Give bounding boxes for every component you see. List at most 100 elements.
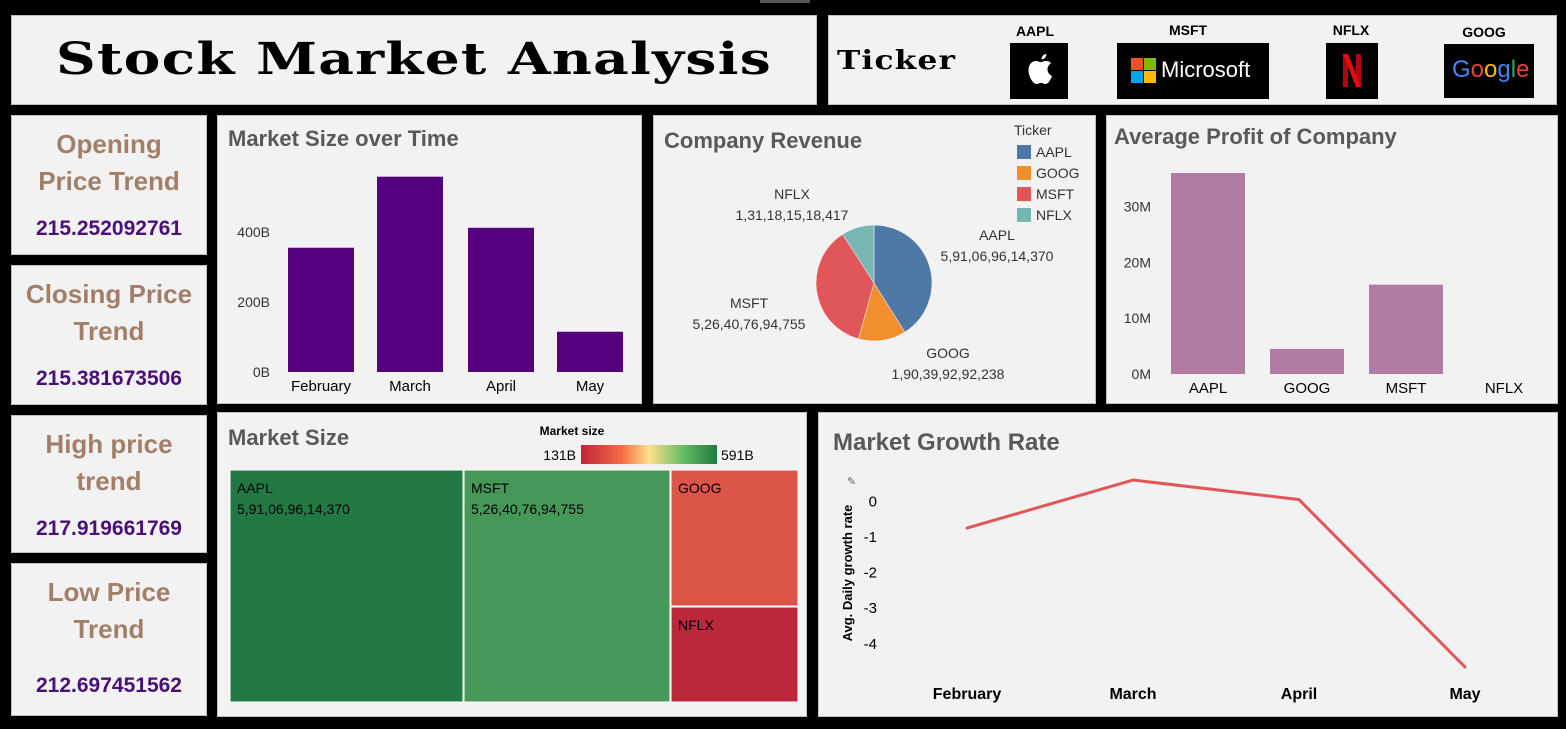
cell-value-label: 5,91,06,96,14,370 [237,501,350,517]
y-tick-label: 400B [237,224,270,240]
x-tick-label: March [1109,686,1156,703]
ticker-label: Ticker [837,46,957,76]
y-tick-label: 10M [1124,310,1151,326]
slice-name-label: GOOG [926,345,970,361]
line-point-may[interactable] [1463,665,1467,669]
kpi-opening-price: Opening Price Trend 215.252092761 [11,115,207,255]
company-revenue-panel: Company Revenue AAPL 5,91,06,96,14,370 GOO… [653,115,1096,404]
x-tick-label: May [576,378,605,395]
legend-swatch-aapl[interactable] [1017,145,1031,159]
market-size-panel: Market Size Market size 131B 591B AAPL 5,91,… [217,412,807,717]
y-tick-label: -1 [864,529,877,546]
kpi-label: Opening Price Trend [38,129,180,196]
y-tick-label: 200B [237,294,270,310]
legend-title: Ticker [1014,122,1052,138]
x-tick-label: MSFT [1386,380,1427,397]
cell-value-label: 5,26,40,76,94,755 [471,501,584,517]
line-point-april[interactable] [1297,498,1301,502]
cell-name-label: MSFT [471,480,510,496]
y-tick-label: 0 [869,493,877,510]
legend-label: AAPL [1036,144,1072,160]
average-profit-panel: Average Profit of Company 0M 10M 20M 30M AAP… [1106,115,1558,404]
ticker-logo-goog[interactable]: Google [1444,44,1534,98]
legend-swatch-nflx[interactable] [1017,208,1031,222]
slice-value-label: 5,91,06,96,14,370 [941,248,1054,264]
average-profit-chart: 0M 10M 20M 30M AAPL GOOG MSFT NFLX [1124,173,1523,397]
pin-icon[interactable]: ✎ [847,476,856,488]
slice-value-label: 1,90,39,92,92,238 [892,366,1005,382]
x-tick-label: March [389,378,431,395]
market-growth-rate-chart: 0 -1 -2 -3 -4 Avg. Daily growth rate ✎ February… [840,476,1481,703]
bar-may[interactable] [557,331,623,372]
chart-title: Market Size [228,425,350,450]
bar-february[interactable] [288,247,354,372]
y-tick-label: 0M [1132,366,1151,382]
x-tick-label: GOOG [1284,380,1331,397]
google-logo-text: Google [1452,56,1530,83]
line-point-february[interactable] [965,526,969,530]
market-size-over-time-panel: Market Size over Time 0B 200B 400B February… [217,115,642,404]
bar-msft[interactable] [1369,284,1443,374]
top-notch [760,0,810,3]
kpi-value: 215.252092761 [36,217,182,240]
y-tick-label: 20M [1124,254,1151,270]
ticker-logo-aapl[interactable] [1010,43,1068,99]
legend-swatch-goog[interactable] [1017,166,1031,180]
bar-april[interactable] [468,227,534,372]
ticker-name-msft: MSFT [1168,22,1208,38]
kpi-label: Low Price Trend [47,577,171,644]
microsoft-logo-text: Microsoft [1161,57,1251,82]
y-tick-label: 0B [253,364,270,380]
treemap-cell-aapl[interactable] [229,469,464,703]
ticker-logo-nflx[interactable] [1326,43,1378,99]
x-tick-label: NFLX [1485,380,1523,397]
pie-slice-aapl[interactable] [873,224,933,333]
cell-name-label: GOOG [678,480,722,496]
x-tick-label: AAPL [1189,380,1227,397]
growth-rate-line[interactable] [966,478,1467,669]
page-title: Stock Market Analysis [56,34,772,85]
kpi-value: 217.919661769 [36,517,182,540]
microsoft-icon [1131,58,1156,83]
legend-label: MSFT [1036,186,1075,202]
kpi-high-price: High price trend 217.919661769 [11,415,207,553]
ticker-name-goog: GOOG [1462,24,1506,40]
market-growth-rate-panel: Market Growth Rate 0 -1 -2 -3 -4 Avg. Daily g… [818,412,1558,717]
y-tick-label: 30M [1124,199,1151,215]
treemap-cell-nflx[interactable] [670,606,799,703]
treemap-cell-msft[interactable] [463,469,671,703]
kpi-value: 215.381673506 [36,367,182,390]
y-axis-label: Avg. Daily growth rate [840,505,855,642]
bar-march[interactable] [377,176,443,372]
apple-icon [1028,53,1052,84]
slice-name-label: AAPL [979,227,1015,243]
bar-goog[interactable] [1270,348,1344,374]
chart-title: Average Profit of Company [1114,124,1397,149]
x-tick-label: April [486,378,516,395]
pie-slice-nflx[interactable] [842,224,875,284]
cell-name-label: AAPL [237,480,273,496]
legend-swatch-msft[interactable] [1017,187,1031,201]
treemap-cell-goog[interactable] [670,469,799,607]
kpi-label: High price trend [45,429,173,496]
ticker-panel: Ticker AAPL MSFT Microsoft NFLX GOOG Goo… [828,15,1557,105]
ticker-name-nflx: NFLX [1332,22,1370,38]
x-tick-label: April [1281,686,1317,703]
slice-name-label: NFLX [774,186,810,202]
kpi-closing-price: Closing Price Trend 215.381673506 [11,265,207,405]
slice-value-label: 5,26,40,76,94,755 [693,316,806,332]
pie-slice-msft[interactable] [815,233,875,340]
market-size-treemap: Market size 131B 591B AAPL 5,91,06,96,14,370… [229,424,799,703]
ticker-logo-msft[interactable]: Microsoft [1117,43,1269,99]
legend-title: Market size [540,424,605,438]
slice-value-label: 1,31,18,15,18,417 [736,207,849,223]
bar-aapl[interactable] [1171,173,1245,374]
y-tick-label: -4 [864,636,877,653]
line-point-march[interactable] [1131,478,1135,482]
kpi-value: 212.697451562 [36,674,182,697]
y-tick-label: -2 [864,565,877,582]
chart-title: Market Size over Time [228,126,459,151]
kpi-low-price: Low Price Trend 212.697451562 [11,563,207,716]
slice-name-label: MSFT [730,295,769,311]
x-tick-label: May [1449,686,1480,703]
